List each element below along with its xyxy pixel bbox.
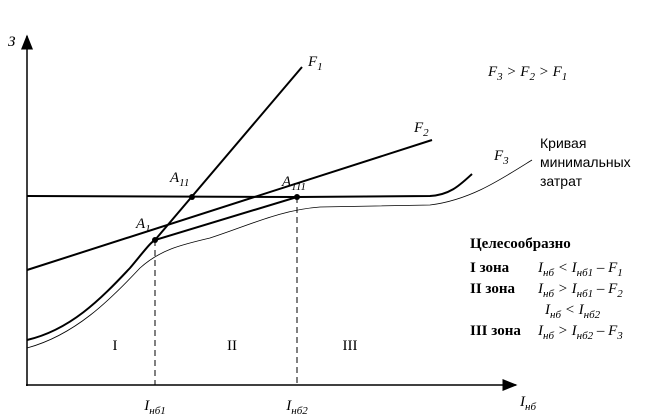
min-cost-curve	[26, 173, 473, 341]
legend: F3 > F2 > F1	[487, 64, 567, 83]
subscript: нб1	[577, 288, 594, 300]
zone-condition: Iнб > Iнб1 – F2	[537, 281, 623, 300]
zone-name: I зона	[470, 260, 510, 276]
subscript: нб	[543, 288, 554, 300]
x-mark-label: Iнб2	[285, 398, 308, 417]
text-part: I	[537, 281, 544, 297]
subscript: 2	[423, 127, 429, 139]
text-part: I	[537, 260, 544, 276]
text-part: A	[281, 174, 292, 190]
subscript: 111	[291, 181, 306, 193]
text-part: I	[537, 323, 544, 339]
text-part: – F	[593, 281, 618, 297]
subscript: 1	[145, 223, 151, 235]
subscript: 1	[617, 267, 623, 279]
text-part: < I	[554, 260, 578, 276]
text-part: > F	[503, 64, 531, 80]
f3-curve	[26, 159, 533, 349]
point-label: A11	[169, 170, 189, 189]
curve-label: F2	[413, 120, 429, 139]
curve-label: F1	[307, 54, 323, 73]
curve-label-text: минимальных	[540, 154, 631, 170]
point-label: A1	[135, 216, 151, 235]
note-heading: Целесообразно	[470, 236, 571, 252]
point	[152, 237, 158, 243]
subscript: нб2	[577, 330, 594, 342]
subscript: 3	[496, 71, 503, 83]
text-part: I	[544, 302, 551, 318]
zone-condition: Iнб < Iнб2	[544, 302, 601, 321]
text-part: F	[413, 120, 424, 136]
subscript: 1	[562, 71, 568, 83]
zone-label: I	[113, 338, 118, 354]
subscript: 3	[502, 155, 509, 167]
text-part: < I	[561, 302, 585, 318]
curve-label-text: затрат	[540, 173, 583, 189]
curve-label-text: Кривая	[540, 135, 586, 151]
text-part: I	[519, 394, 526, 410]
text-part: F	[307, 54, 318, 70]
subscript: нб2	[291, 405, 308, 417]
text-part: > F	[535, 64, 563, 80]
text-part: – F	[593, 323, 618, 339]
text-part: A	[135, 216, 146, 232]
zone-name: III зона	[470, 323, 521, 339]
f2-line	[26, 139, 433, 271]
zone-condition: Iнб > Iнб2 – F3	[537, 323, 623, 342]
text-part: > I	[554, 281, 578, 297]
text-part: I	[285, 398, 292, 414]
subscript: нб	[543, 330, 554, 342]
zone-name: II зона	[470, 281, 516, 297]
point	[294, 194, 300, 200]
y-axis-label: З	[8, 34, 16, 50]
f1-line	[154, 66, 303, 241]
point	[189, 194, 195, 200]
subscript: нб1	[149, 405, 166, 417]
horizontal-line	[26, 195, 298, 198]
subscript: 1	[317, 61, 323, 73]
x-axis-label: Iнб	[519, 394, 536, 413]
subscript: нб	[550, 309, 561, 321]
text-part: A	[169, 170, 180, 186]
zone-label: III	[343, 338, 358, 354]
subscript: 2	[617, 288, 623, 300]
zone-condition: Iнб < Iнб1 – F1	[537, 260, 623, 279]
subscript: 11	[179, 177, 189, 189]
text-part: F	[487, 64, 498, 80]
subscript: 3	[616, 330, 623, 342]
text-part: F	[493, 148, 504, 164]
point-label: A111	[281, 174, 306, 193]
zone-label: II	[227, 338, 237, 354]
subscript: нб	[543, 267, 554, 279]
text-part: – F	[593, 260, 618, 276]
x-mark-label: Iнб1	[143, 398, 166, 417]
text-part: I	[143, 398, 150, 414]
curve-label: F3	[493, 148, 509, 167]
subscript: нб2	[584, 309, 601, 321]
subscript: нб1	[577, 267, 594, 279]
text-part: > I	[554, 323, 578, 339]
subscript: нб	[525, 401, 536, 413]
subscript: 2	[529, 71, 535, 83]
